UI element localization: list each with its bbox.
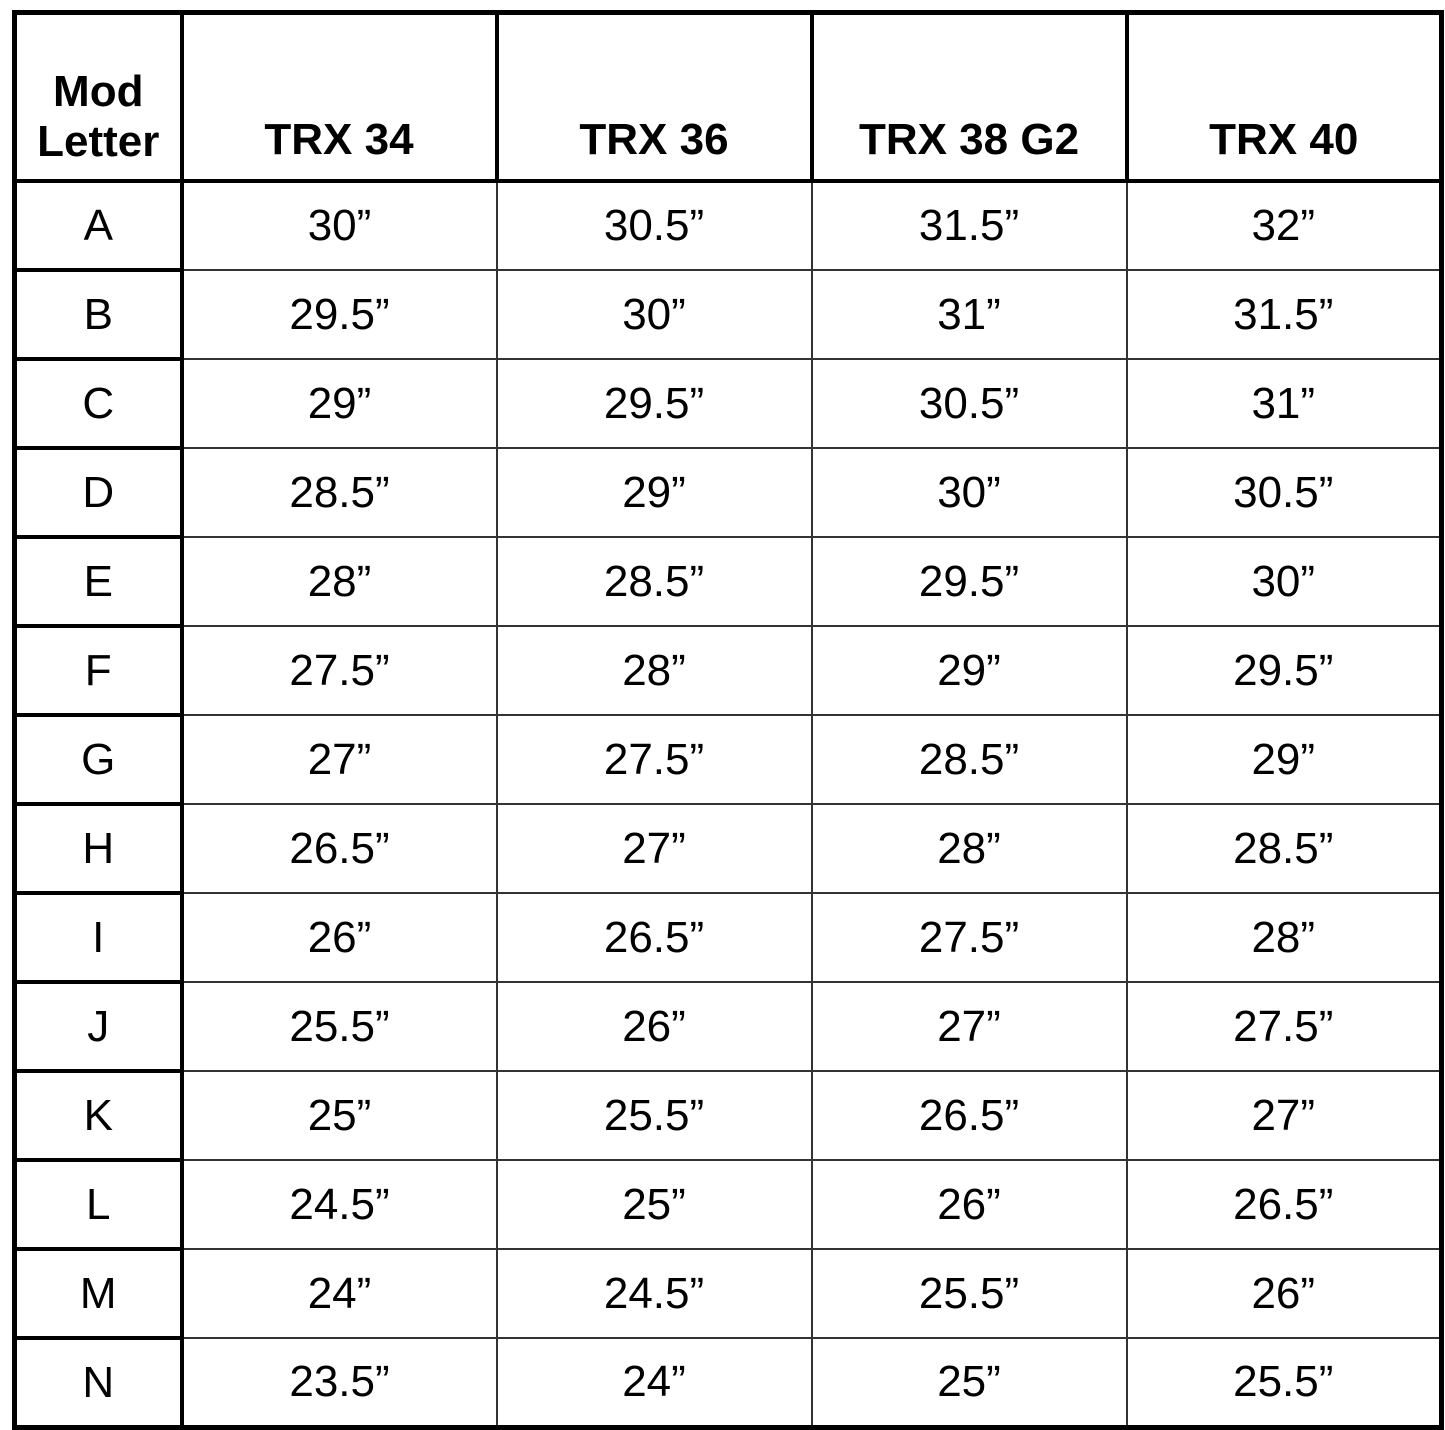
length-cell: 28.5” (1125, 803, 1443, 894)
header-trx-40: TRX 40 (1124, 10, 1444, 183)
length-cell: 28” (1125, 892, 1443, 983)
length-cell: 25” (810, 1337, 1128, 1429)
mod-letter-cell: H (13, 802, 184, 895)
length-cell: 32” (1125, 180, 1443, 271)
mod-letter-cell: N (13, 1336, 184, 1430)
length-cell: 28” (180, 536, 498, 627)
length-cell: 27.5” (495, 714, 813, 805)
length-cell: 26.5” (180, 803, 498, 894)
length-cell: 29.5” (1125, 625, 1443, 716)
mod-letter-cell: A (13, 179, 184, 272)
length-cell: 26” (810, 1159, 1128, 1250)
length-cell: 31.5” (1125, 269, 1443, 360)
header-mod-line2: Letter (37, 117, 160, 166)
mod-letter-cell: C (13, 357, 184, 450)
length-cell: 30” (1125, 536, 1443, 627)
length-cell: 29” (495, 447, 813, 538)
table-row: K 25” 25.5” 26.5” 27” (13, 1069, 1443, 1162)
length-cell: 30” (180, 180, 498, 271)
length-cell: 25.5” (495, 1070, 813, 1161)
mod-letter-cell: I (13, 891, 184, 984)
length-cell: 27” (810, 981, 1128, 1072)
length-cell: 25” (180, 1070, 498, 1161)
length-cell: 25.5” (810, 1248, 1128, 1339)
length-cell: 26” (180, 892, 498, 983)
length-cell: 24” (495, 1337, 813, 1429)
mod-letter-cell: E (13, 535, 184, 628)
length-cell: 29” (810, 625, 1128, 716)
length-cell: 23.5” (180, 1337, 498, 1429)
table-row: G 27” 27.5” 28.5” 29” (13, 713, 1443, 806)
header-trx-34: TRX 34 (179, 10, 499, 183)
length-cell: 28.5” (810, 714, 1128, 805)
header-trx-38-g2: TRX 38 G2 (809, 10, 1129, 183)
header-mod-line1: Mod (53, 67, 144, 116)
length-cell: 25.5” (1125, 1337, 1443, 1429)
table-row: I 26” 26.5” 27.5” 28” (13, 891, 1443, 984)
mod-letter-cell: F (13, 624, 184, 717)
length-cell: 26.5” (810, 1070, 1128, 1161)
table-row: A 30” 30.5” 31.5” 32” (13, 179, 1443, 272)
length-cell: 28” (810, 803, 1128, 894)
length-cell: 26.5” (495, 892, 813, 983)
length-cell: 24” (180, 1248, 498, 1339)
table-row: D 28.5” 29” 30” 30.5” (13, 446, 1443, 539)
length-cell: 29.5” (495, 358, 813, 449)
length-cell: 27.5” (180, 625, 498, 716)
length-cell: 25” (495, 1159, 813, 1250)
length-cell: 26” (495, 981, 813, 1072)
length-cell: 27” (1125, 1070, 1443, 1161)
mod-letter-cell: M (13, 1247, 184, 1340)
length-cell: 31” (1125, 358, 1443, 449)
length-cell: 26.5” (1125, 1159, 1443, 1250)
table-row: E 28” 28.5” 29.5” 30” (13, 535, 1443, 628)
length-cell: 28.5” (180, 447, 498, 538)
header-trx-36: TRX 36 (494, 10, 814, 183)
header-row: Mod Letter TRX 34 TRX 36 TRX 38 G2 TRX 40 (12, 10, 1444, 183)
length-cell: 25.5” (180, 981, 498, 1072)
length-cell: 28.5” (495, 536, 813, 627)
length-cell: 24.5” (495, 1248, 813, 1339)
table-row: J 25.5” 26” 27” 27.5” (13, 980, 1443, 1073)
length-cell: 30.5” (1125, 447, 1443, 538)
table-row: H 26.5” 27” 28” 28.5” (13, 802, 1443, 895)
length-cell: 30.5” (495, 180, 813, 271)
header-mod-letter: Mod Letter (12, 10, 184, 183)
length-cell: 27.5” (1125, 981, 1443, 1072)
table-row: B 29.5” 30” 31” 31.5” (13, 268, 1443, 361)
length-cell: 27” (495, 803, 813, 894)
length-cell: 31” (810, 269, 1128, 360)
length-cell: 27” (180, 714, 498, 805)
mod-letter-table: Mod Letter TRX 34 TRX 36 TRX 38 G2 TRX 40… (12, 10, 1444, 1430)
table-row: N 23.5” 24” 25” 25.5” (13, 1336, 1443, 1430)
table-row: L 24.5” 25” 26” 26.5” (13, 1158, 1443, 1251)
length-cell: 29” (180, 358, 498, 449)
length-cell: 30” (495, 269, 813, 360)
length-cell: 26” (1125, 1248, 1443, 1339)
length-cell: 29.5” (810, 536, 1128, 627)
table-row: F 27.5” 28” 29” 29.5” (13, 624, 1443, 717)
length-cell: 27.5” (810, 892, 1128, 983)
length-cell: 30” (810, 447, 1128, 538)
mod-letter-cell: B (13, 268, 184, 361)
table-row: C 29” 29.5” 30.5” 31” (13, 357, 1443, 450)
length-cell: 30.5” (810, 358, 1128, 449)
length-cell: 24.5” (180, 1159, 498, 1250)
mod-letter-cell: K (13, 1069, 184, 1162)
length-cell: 28” (495, 625, 813, 716)
mod-letter-cell: D (13, 446, 184, 539)
mod-letter-cell: L (13, 1158, 184, 1251)
length-cell: 29.5” (180, 269, 498, 360)
table-row: M 24” 24.5” 25.5” 26” (13, 1247, 1443, 1340)
length-cell: 31.5” (810, 180, 1128, 271)
mod-letter-cell: G (13, 713, 184, 806)
mod-letter-cell: J (13, 980, 184, 1073)
length-cell: 29” (1125, 714, 1443, 805)
